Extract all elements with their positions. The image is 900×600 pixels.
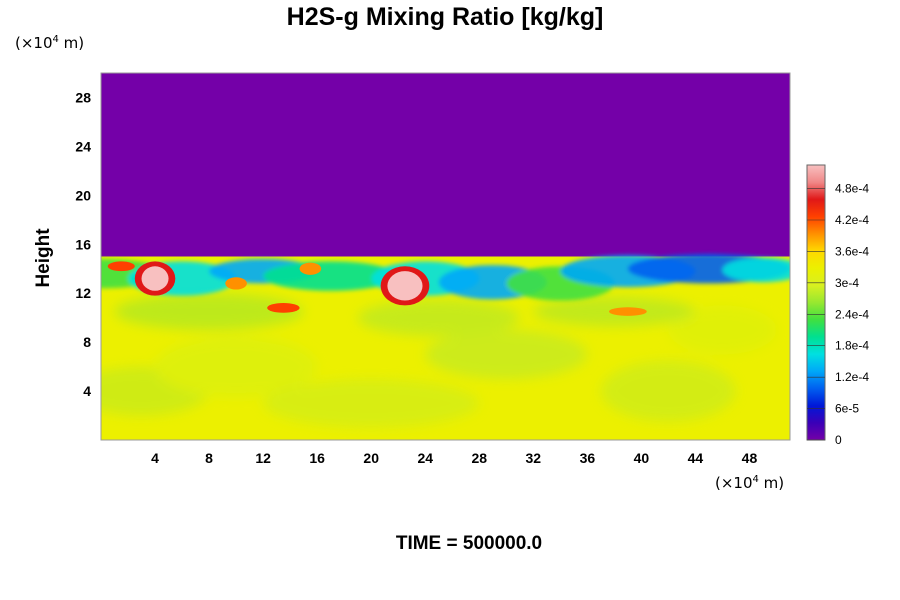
colorbar: 0 6e-5 1.2e-4 1.8e-4 2.4e-4 3e-4 3.6e-4 4.2e-4 4… xyxy=(806,164,869,447)
colorbar-label: 4.8e-4 xyxy=(835,182,869,196)
y-tick-labels: 4 8 12 16 20 24 28 xyxy=(75,89,91,399)
high-value-pocket xyxy=(225,277,247,290)
high-value-pocket xyxy=(299,262,322,275)
colorbar-label: 0 xyxy=(835,433,842,447)
texture-patch xyxy=(155,336,318,398)
x-tick-label: 24 xyxy=(417,450,433,466)
x-tick-label: 36 xyxy=(580,450,596,466)
x-tick-label: 48 xyxy=(742,450,758,466)
plot-area xyxy=(101,73,790,440)
colorbar-ramp xyxy=(806,164,826,441)
colorbar-label: 1.2e-4 xyxy=(835,370,869,384)
colorbar-label: 3.6e-4 xyxy=(835,244,869,258)
x-tick-label: 44 xyxy=(688,450,704,466)
x-tick-label: 4 xyxy=(151,450,159,466)
x-tick-label: 28 xyxy=(471,450,487,466)
texture-patch xyxy=(357,299,520,337)
colorbar-label: 2.4e-4 xyxy=(835,307,869,321)
y-axis-label: Height xyxy=(33,228,54,288)
high-value-pocket xyxy=(267,302,300,313)
texture-patch xyxy=(600,360,736,422)
y-tick-label: 28 xyxy=(75,89,91,105)
x-tick-label: 12 xyxy=(255,450,271,466)
high-value-pocket xyxy=(107,261,135,272)
x-tick-label: 16 xyxy=(309,450,325,466)
texture-patch xyxy=(425,329,588,379)
y-tick-label: 20 xyxy=(75,187,91,203)
colorbar-label: 6e-5 xyxy=(835,402,859,416)
texture-patch xyxy=(668,305,777,355)
colorbar-label: 1.8e-4 xyxy=(835,339,869,353)
plot-frame xyxy=(100,72,791,441)
mixing-blob xyxy=(263,261,399,291)
time-label: TIME = 500000.0 xyxy=(396,533,542,554)
high-value-pocket xyxy=(141,266,169,291)
y-axis-unit: (×104 m) xyxy=(15,34,84,52)
y-tick-label: 4 xyxy=(83,383,91,399)
x-tick-labels: 4 8 12 16 20 24 28 32 36 40 44 48 xyxy=(151,450,757,466)
high-value-pocket xyxy=(608,307,647,316)
x-tick-label: 8 xyxy=(205,450,213,466)
lower-layer-texture xyxy=(101,293,777,428)
colorbar-label: 4.2e-4 xyxy=(835,213,869,227)
x-tick-label: 40 xyxy=(634,450,650,466)
y-tick-label: 24 xyxy=(75,138,91,154)
colorbar-label: 3e-4 xyxy=(835,276,859,290)
texture-patch xyxy=(263,378,480,428)
high-value-pocket xyxy=(387,271,423,301)
x-tick-label: 20 xyxy=(363,450,379,466)
y-tick-label: 8 xyxy=(83,334,91,350)
chart-title: H2S-g Mixing Ratio [kg/kg] xyxy=(287,3,604,31)
texture-patch xyxy=(114,293,304,330)
x-axis-unit: (×104 m) xyxy=(715,474,784,492)
y-tick-label: 16 xyxy=(75,236,91,252)
mixing-blob xyxy=(722,257,790,283)
y-tick-label: 12 xyxy=(75,285,91,301)
x-tick-label: 32 xyxy=(526,450,542,466)
